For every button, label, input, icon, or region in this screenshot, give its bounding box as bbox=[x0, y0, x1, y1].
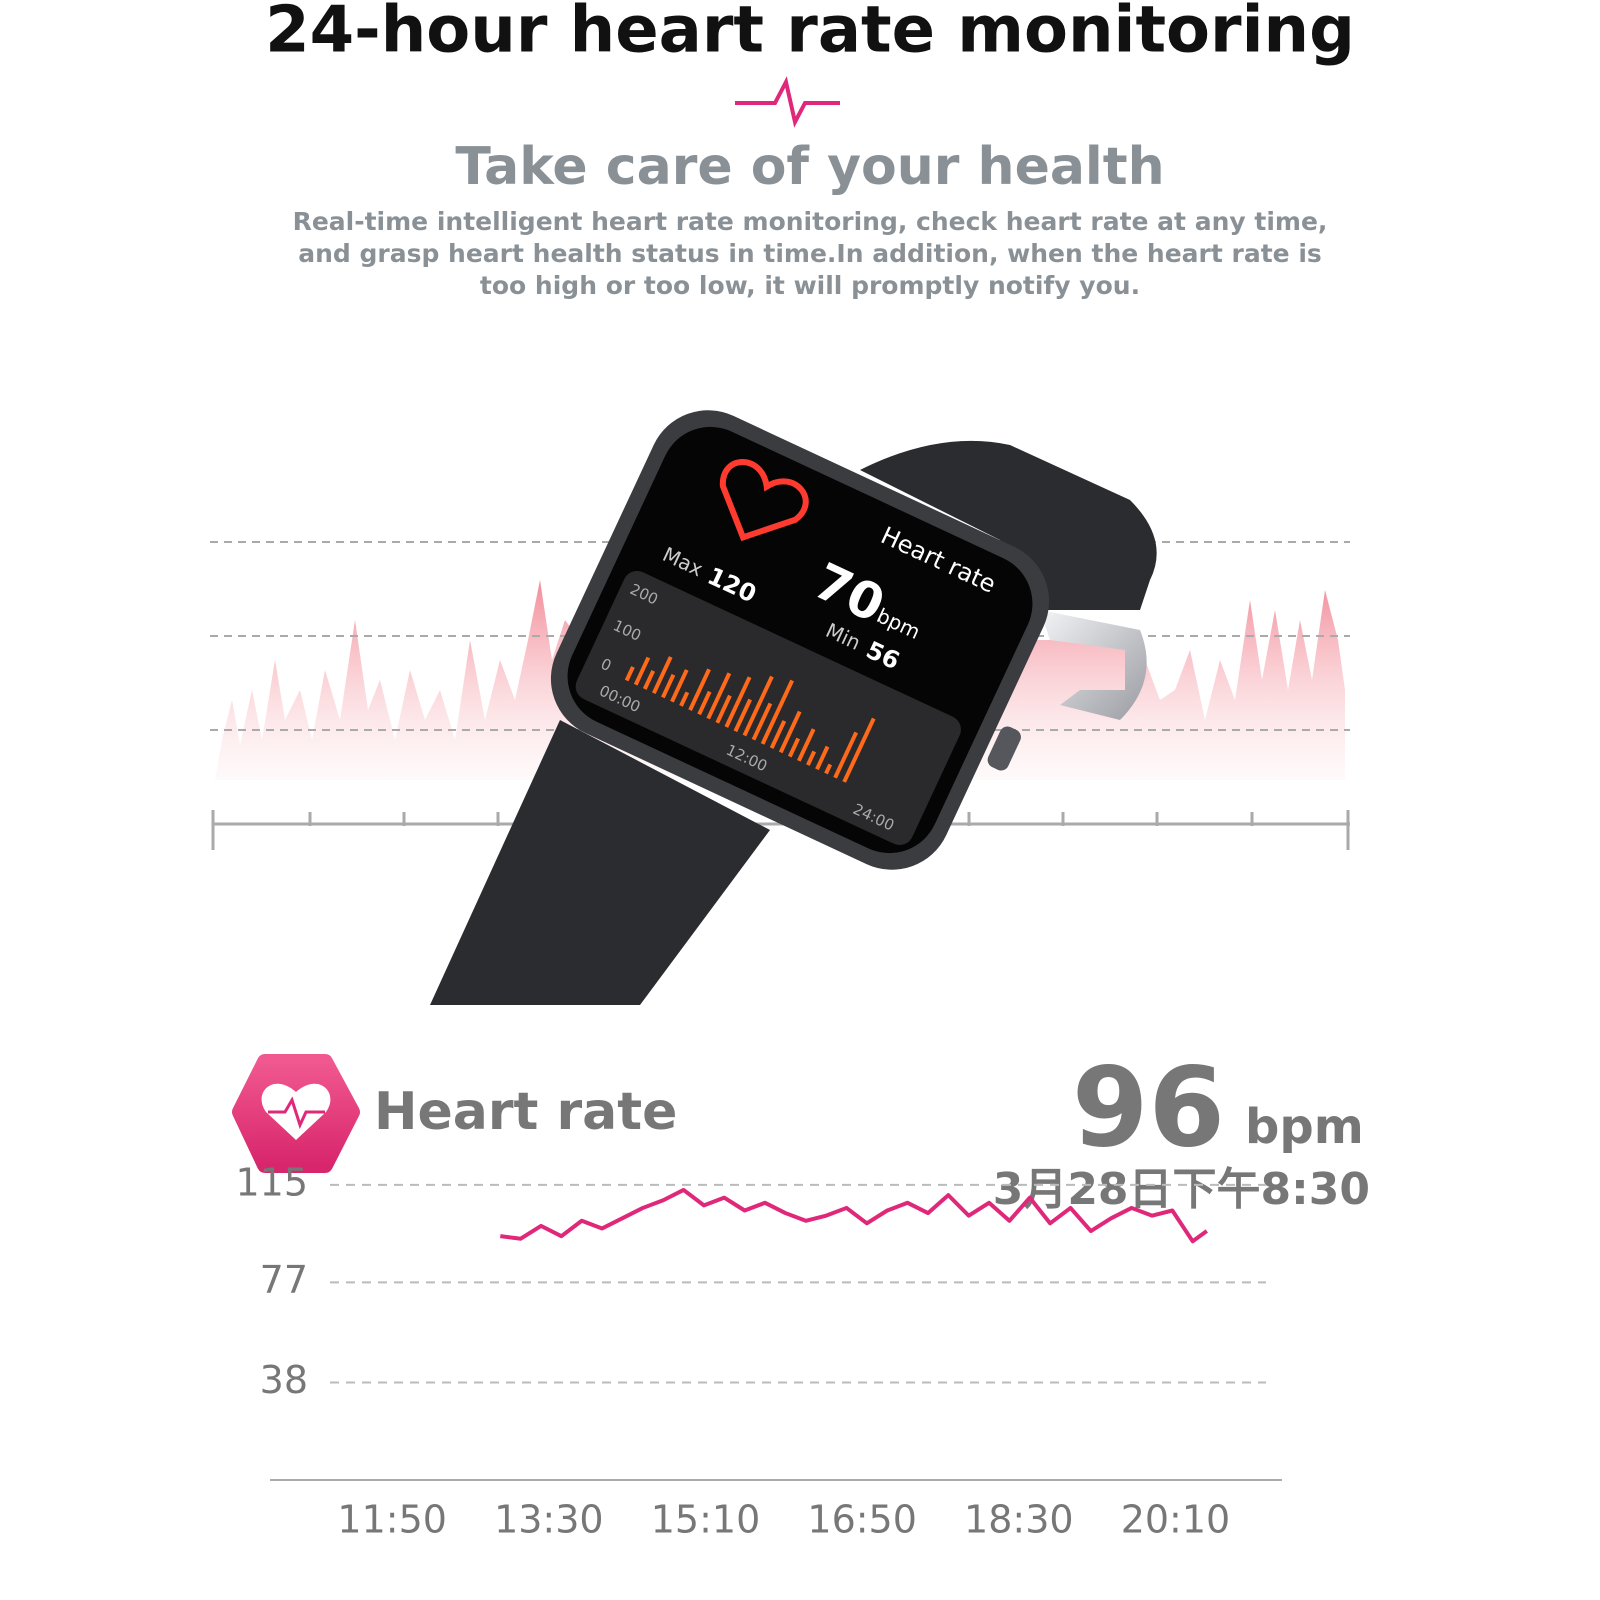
description-line: and grasp heart health status in time.In… bbox=[298, 239, 1322, 268]
pulse-icon bbox=[735, 76, 840, 128]
card-unit: bpm bbox=[1245, 1099, 1364, 1155]
card-title: Heart rate bbox=[374, 1082, 677, 1142]
screen-heart bbox=[719, 459, 809, 542]
card-timestamp: 3月28日下午8:30 bbox=[993, 1164, 1370, 1215]
y-tick-label: 77 bbox=[260, 1258, 308, 1302]
line bbox=[500, 1187, 1208, 1244]
heart-icon-pulse bbox=[268, 1096, 325, 1130]
title: 24-hour heart rate monitoring bbox=[265, 0, 1355, 68]
x-tick-label: 15:10 bbox=[651, 1498, 761, 1542]
card-value: 96 bbox=[1072, 1043, 1225, 1171]
heart-rate-chart: 38 77 115 11:50 13:30 15:10 16:50 18:30 20:10 bbox=[235, 1160, 1282, 1542]
x-tick-label: 18:30 bbox=[964, 1498, 1074, 1542]
watch: Heart rate 70 bpm Max 120 Min 56 200 100… bbox=[430, 410, 1157, 1005]
subtitle: Take care of your health bbox=[455, 137, 1164, 197]
y-tick-label: 38 bbox=[260, 1358, 308, 1402]
description-line: too high or too low, it will promptly no… bbox=[480, 271, 1140, 300]
x-tick-label: 16:50 bbox=[807, 1498, 917, 1542]
x-tick-label: 20:10 bbox=[1121, 1498, 1231, 1542]
y-tick-label: 115 bbox=[235, 1160, 308, 1204]
description-line: Real-time intelligent heart rate monitor… bbox=[293, 207, 1328, 236]
x-tick-label: 13:30 bbox=[494, 1498, 604, 1542]
x-tick-label: 11:50 bbox=[337, 1498, 447, 1542]
